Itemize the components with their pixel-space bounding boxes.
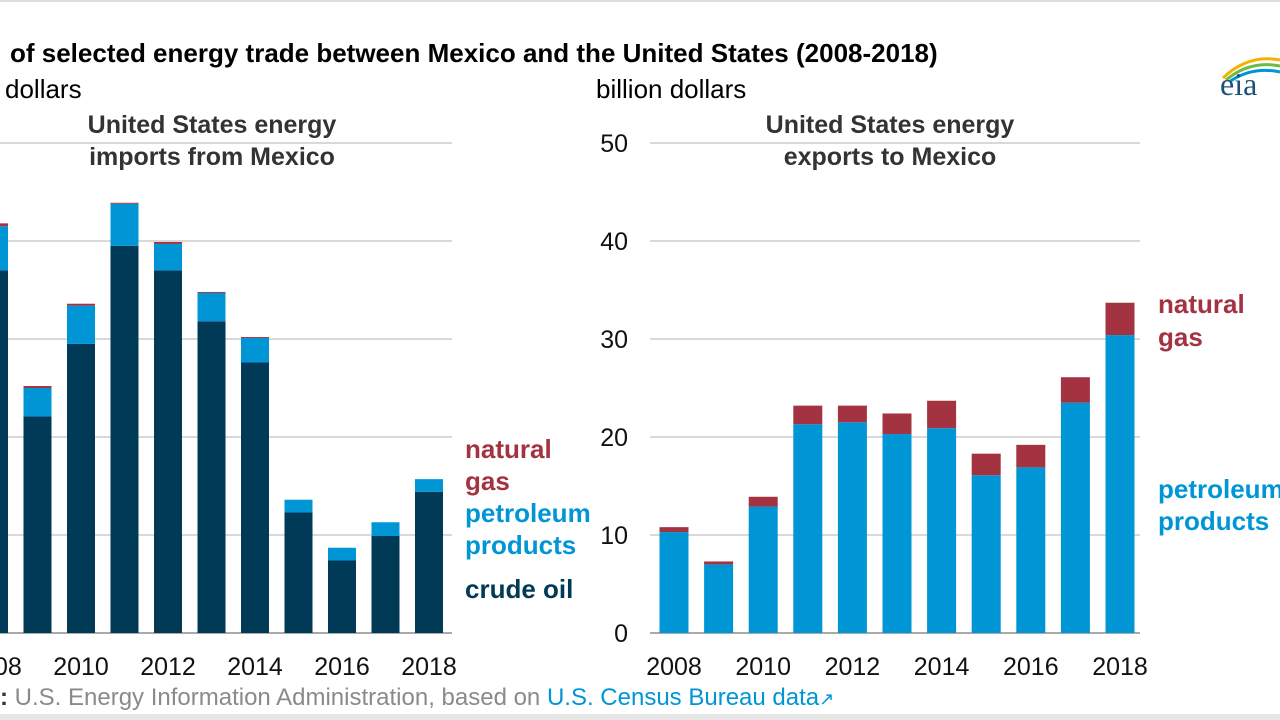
- eia-logo-text: eia: [1220, 66, 1258, 102]
- bar-segment-petroleum-products: [110, 203, 139, 246]
- legend-label: products: [465, 530, 576, 560]
- chart-subtitle: United States energy: [766, 111, 1015, 139]
- x-tick-label: 2012: [140, 653, 196, 681]
- bar-segment-crude-oil: [0, 270, 8, 633]
- bar-segment-petroleum-products: [704, 564, 734, 633]
- bar-segment-natural-gas: [197, 291, 226, 293]
- bar-segment-natural-gas: [154, 241, 182, 244]
- legend-label: petroleum: [465, 498, 591, 528]
- bar-segment-natural-gas: [0, 223, 8, 227]
- legend-label: natural: [1158, 289, 1245, 319]
- legend-label: gas: [465, 466, 510, 496]
- bar-segment-crude-oil: [110, 245, 139, 633]
- x-tick-label: 2018: [1092, 653, 1148, 681]
- eia-logo: eia: [1218, 52, 1280, 102]
- x-tick-label: 2008: [0, 653, 22, 681]
- bar-segment-petroleum-products: [882, 434, 912, 633]
- bar-segment-petroleum-products: [1060, 402, 1090, 633]
- bar-segment-natural-gas: [659, 527, 689, 533]
- census-link[interactable]: U.S. Census Bureau data: [546, 684, 820, 711]
- bar-segment-natural-gas: [704, 561, 734, 565]
- x-tick-label: 2012: [825, 653, 881, 681]
- bar-segment-natural-gas: [1060, 377, 1090, 403]
- chart-subtitle: exports to Mexico: [784, 143, 997, 171]
- y-tick-label: 40: [600, 228, 628, 256]
- x-tick-label: 2008: [646, 653, 702, 681]
- bar-segment-petroleum-products: [659, 532, 689, 633]
- x-tick-label: 2016: [314, 653, 370, 681]
- legend-label: gas: [1158, 322, 1203, 352]
- bar-segment-crude-oil: [154, 270, 182, 633]
- bar-segment-petroleum-products: [415, 479, 443, 492]
- bar-segment-crude-oil: [284, 512, 313, 633]
- bar-segment-crude-oil: [328, 560, 356, 633]
- source-text: U.S. Energy Information Administration, …: [8, 684, 547, 711]
- legend-label: natural: [465, 434, 552, 464]
- bar-segment-petroleum-products: [0, 226, 8, 271]
- x-tick-label: 2014: [914, 653, 970, 681]
- bar-segment-crude-oil: [67, 343, 95, 633]
- x-tick-label: 2014: [227, 653, 283, 681]
- bar-segment-crude-oil: [23, 416, 52, 633]
- legend-label: petroleum: [1158, 474, 1280, 504]
- bar-segment-crude-oil: [241, 362, 269, 633]
- bar-segment-petroleum-products: [927, 428, 957, 633]
- x-tick-label: 2010: [735, 653, 791, 681]
- bar-segment-natural-gas: [927, 400, 957, 429]
- bar-segment-petroleum-products: [371, 522, 400, 536]
- chart-subtitle: United States energy: [88, 111, 337, 139]
- x-tick-label: 2010: [53, 653, 109, 681]
- y-tick-label: 30: [600, 326, 628, 354]
- chart-title: of selected energy trade between Mexico …: [10, 38, 938, 68]
- bar-segment-petroleum-products: [23, 388, 52, 417]
- bar-segment-crude-oil: [415, 491, 443, 633]
- chart-subtitle: imports from Mexico: [89, 143, 335, 171]
- x-tick-label: 2018: [401, 653, 457, 681]
- legend-label: crude oil: [465, 574, 573, 604]
- bar-segment-natural-gas: [882, 413, 912, 435]
- bar-segment-natural-gas: [971, 453, 1001, 476]
- left-y-unit: dollars: [5, 74, 82, 104]
- bar-segment-petroleum-products: [748, 506, 778, 633]
- x-tick-label: 2016: [1003, 653, 1059, 681]
- bar-segment-petroleum-products: [284, 499, 313, 513]
- bar-segment-crude-oil: [371, 535, 400, 633]
- external-link-icon[interactable]: ↗: [819, 689, 835, 709]
- y-tick-label: 50: [600, 130, 628, 158]
- bar-segment-natural-gas: [241, 337, 269, 339]
- bottom-border: [0, 714, 1280, 720]
- bar-segment-natural-gas: [1016, 444, 1046, 468]
- bar-segment-natural-gas: [1105, 302, 1135, 336]
- bar-segment-natural-gas: [748, 496, 778, 507]
- bar-segment-petroleum-products: [67, 305, 95, 344]
- bar-segment-petroleum-products: [241, 338, 269, 363]
- bar-segment-natural-gas: [110, 202, 139, 204]
- bar-segment-petroleum-products: [154, 243, 182, 271]
- bar-segment-petroleum-products: [1016, 467, 1046, 633]
- y-tick-label: 20: [600, 424, 628, 452]
- bar-segment-petroleum-products: [328, 547, 356, 561]
- top-border: [0, 0, 1280, 2]
- y-tick-label: 10: [600, 522, 628, 550]
- bar-segment-natural-gas: [67, 303, 95, 306]
- bar-segment-petroleum-products: [837, 422, 867, 633]
- bar-segment-petroleum-products: [793, 424, 823, 633]
- bar-segment-petroleum-products: [1105, 335, 1135, 633]
- eia-logo-swoosh-icon: [1221, 57, 1280, 82]
- bar-segment-natural-gas: [23, 386, 52, 388]
- bar-segment-natural-gas: [793, 405, 823, 425]
- bar-segment-crude-oil: [197, 321, 226, 633]
- source-note: : U.S. Energy Information Administration…: [0, 684, 834, 712]
- bar-segment-petroleum-products: [971, 475, 1001, 633]
- bar-segment-petroleum-products: [197, 292, 226, 322]
- source-label: :: [0, 684, 8, 711]
- y-tick-label: 0: [614, 620, 628, 648]
- legend-label: products: [1158, 506, 1269, 536]
- bar-segment-natural-gas: [837, 405, 867, 423]
- right-y-unit: billion dollars: [596, 74, 747, 104]
